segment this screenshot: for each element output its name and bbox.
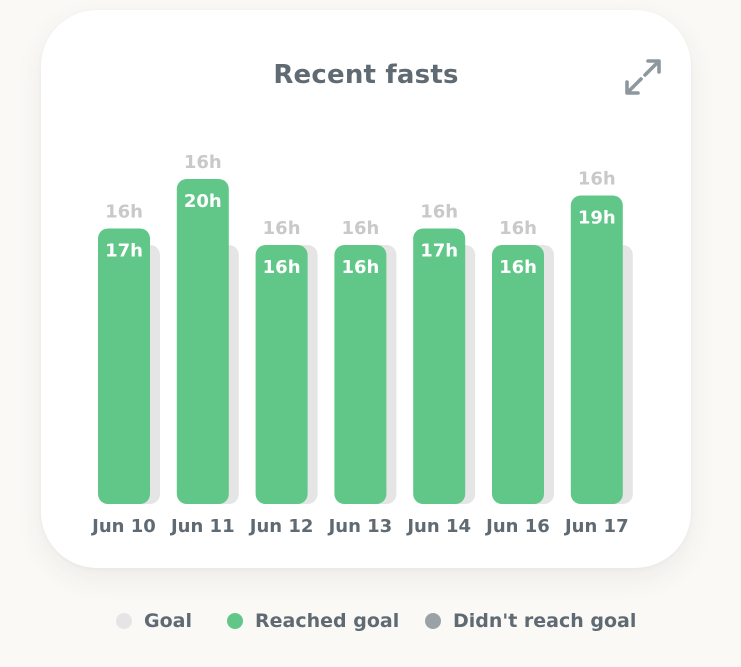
x-tick-label: Jun 14 bbox=[405, 516, 471, 537]
legend-goal-dot bbox=[116, 613, 132, 629]
goal-label: 16h bbox=[341, 218, 379, 239]
x-tick-label: Jun 10 bbox=[90, 516, 156, 537]
chart-title: Recent fasts bbox=[273, 60, 459, 90]
fast-bar bbox=[492, 245, 544, 504]
fast-bar bbox=[176, 179, 229, 504]
fast-duration-label: 16h bbox=[499, 257, 537, 278]
fast-bar bbox=[334, 245, 387, 504]
legend-reached-dot bbox=[227, 613, 243, 629]
legend-not-reached-label: Didn't reach goal bbox=[453, 610, 637, 632]
legend-not-reached-dot bbox=[425, 613, 441, 629]
fast-duration-label: 16h bbox=[341, 257, 379, 278]
fast-duration-label: 16h bbox=[263, 257, 301, 278]
fast-duration-label: 20h bbox=[184, 191, 222, 212]
fast-bar bbox=[98, 228, 150, 504]
goal-label: 16h bbox=[184, 152, 222, 173]
chart-legend: Goal Reached goal Didn't reach goal bbox=[0, 606, 741, 636]
x-tick-label: Jun 11 bbox=[169, 516, 235, 537]
fast-bar bbox=[413, 228, 466, 504]
fast-duration-label: 17h bbox=[105, 241, 143, 262]
goal-label: 16h bbox=[420, 202, 458, 223]
goal-label: 16h bbox=[578, 169, 616, 190]
fast-bar bbox=[255, 245, 308, 504]
legend-reached-label: Reached goal bbox=[255, 610, 400, 632]
goal-label: 16h bbox=[105, 202, 143, 223]
legend-item-goal: Goal bbox=[116, 606, 192, 636]
goal-label: 16h bbox=[263, 218, 301, 239]
x-tick-label: Jun 16 bbox=[484, 516, 550, 537]
goal-label: 16h bbox=[499, 218, 537, 239]
expand-icon[interactable] bbox=[621, 55, 665, 99]
x-tick-label: Jun 12 bbox=[248, 516, 314, 537]
x-tick-label: Jun 17 bbox=[563, 516, 629, 537]
x-tick-label: Jun 13 bbox=[327, 516, 393, 537]
fast-duration-label: 19h bbox=[578, 208, 616, 229]
legend-item-reached: Reached goal bbox=[227, 606, 399, 636]
legend-item-not-reached: Didn't reach goal bbox=[425, 606, 636, 636]
fast-bar bbox=[570, 195, 623, 504]
fast-duration-label: 17h bbox=[420, 241, 458, 262]
legend-goal-label: Goal bbox=[144, 610, 192, 632]
